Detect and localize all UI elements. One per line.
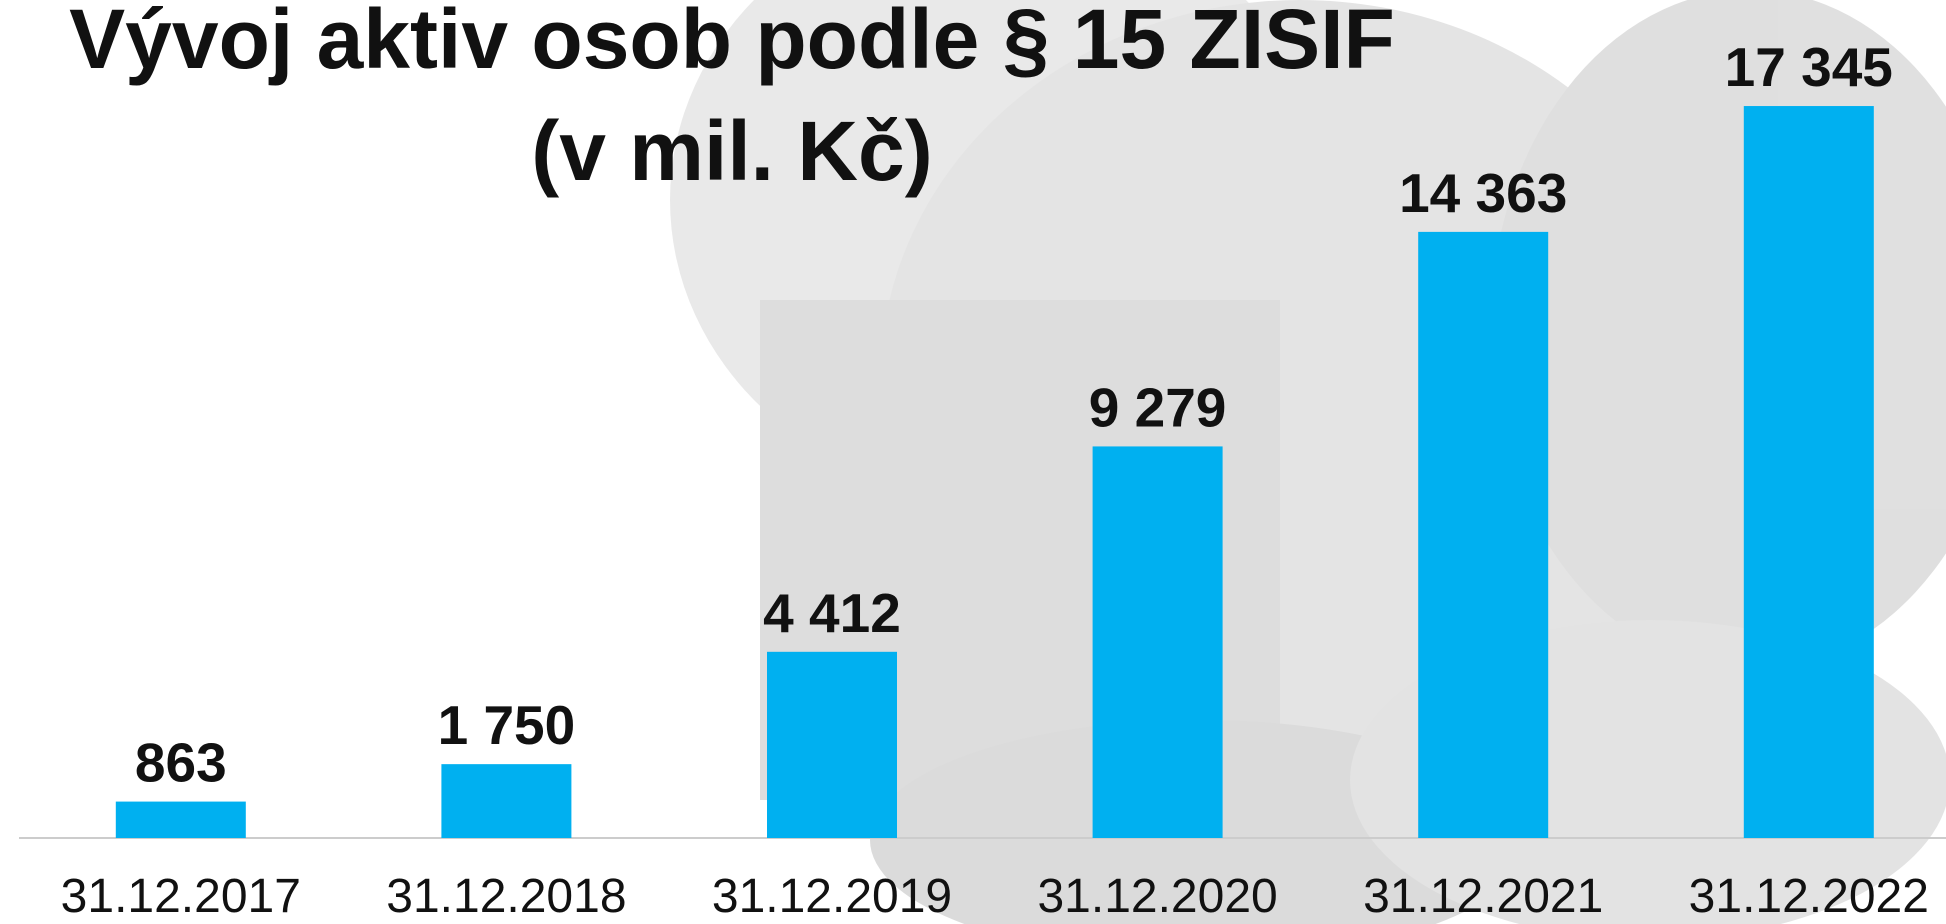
value-label: 14 363 bbox=[1399, 162, 1567, 224]
page: Vývoj aktiv osob podle § 15 ZISIF (v mil… bbox=[0, 0, 1946, 924]
chart: Vývoj aktiv osob podle § 15 ZISIF (v mil… bbox=[0, 0, 1946, 924]
x-tick-label: 31.12.2017 bbox=[61, 870, 301, 923]
value-label: 1 750 bbox=[438, 694, 576, 756]
bar bbox=[1744, 106, 1874, 838]
chart-title: Vývoj aktiv osob podle § 15 ZISIF bbox=[69, 0, 1395, 86]
value-label: 9 279 bbox=[1089, 376, 1227, 438]
value-label: 4 412 bbox=[763, 582, 901, 644]
value-label: 17 345 bbox=[1725, 36, 1893, 98]
bar bbox=[1418, 232, 1548, 838]
x-tick-label: 31.12.2019 bbox=[712, 870, 952, 923]
bar bbox=[767, 652, 897, 838]
value-label: 863 bbox=[135, 732, 227, 794]
bar bbox=[441, 764, 571, 838]
bar bbox=[1093, 446, 1223, 838]
x-tick-label: 31.12.2022 bbox=[1689, 870, 1929, 923]
chart-subtitle: (v mil. Kč) bbox=[531, 104, 932, 198]
bar bbox=[116, 802, 246, 838]
x-tick-label: 31.12.2021 bbox=[1363, 870, 1603, 923]
x-tick-label: 31.12.2020 bbox=[1037, 870, 1277, 923]
x-tick-label: 31.12.2018 bbox=[386, 870, 626, 923]
